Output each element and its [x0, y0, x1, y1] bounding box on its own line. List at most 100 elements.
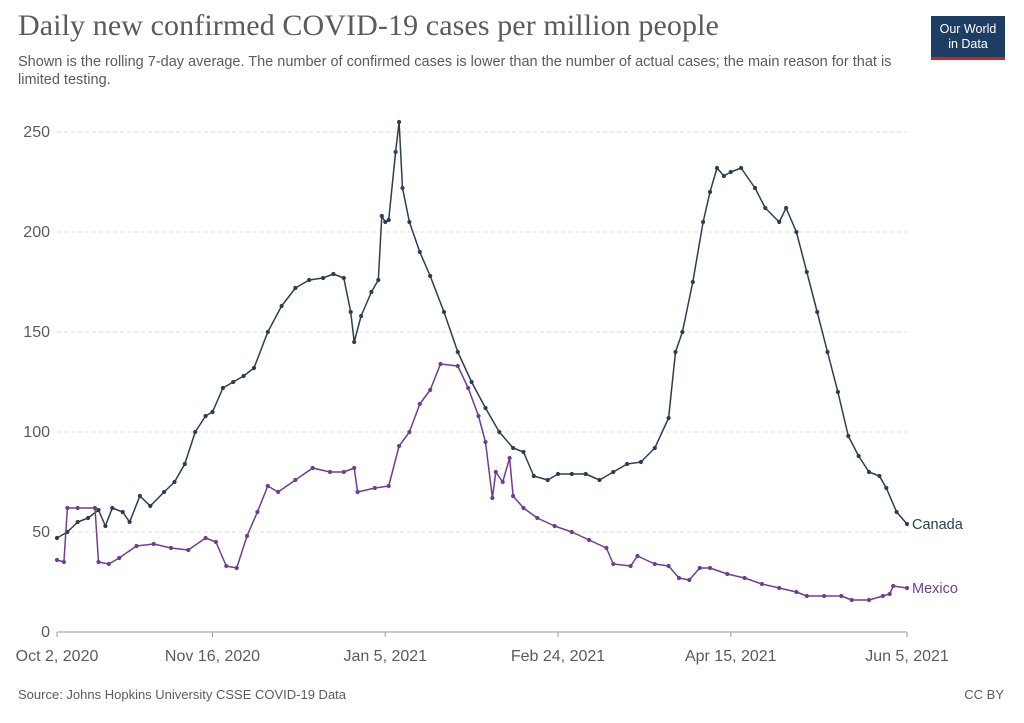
mexico-point[interactable] — [687, 577, 692, 583]
mexico-point[interactable] — [507, 455, 512, 461]
mexico-point[interactable] — [535, 515, 540, 521]
mexico-point[interactable] — [510, 493, 516, 499]
mexico-point[interactable] — [676, 575, 682, 581]
mexico-point[interactable] — [134, 543, 139, 549]
canada-point[interactable] — [182, 461, 187, 467]
canada-point[interactable] — [752, 185, 758, 191]
canada-line[interactable] — [56, 121, 908, 539]
canada-point[interactable] — [103, 523, 108, 529]
mexico-point[interactable] — [666, 563, 671, 569]
mexico-point[interactable] — [483, 439, 488, 445]
mexico-point[interactable] — [117, 555, 122, 561]
mexico-point[interactable] — [742, 575, 747, 581]
canada-point[interactable] — [251, 365, 257, 371]
mexico-point[interactable] — [490, 495, 495, 501]
canada-point[interactable] — [455, 349, 460, 355]
mexico-point[interactable] — [500, 479, 505, 485]
canada-point[interactable] — [835, 389, 841, 395]
canada-label[interactable]: Canada — [912, 517, 964, 533]
mexico-point[interactable] — [75, 505, 80, 511]
mexico-point[interactable] — [407, 429, 412, 435]
canada-point[interactable] — [86, 515, 91, 521]
canada-point[interactable] — [469, 379, 474, 385]
mexico-point[interactable] — [106, 561, 111, 567]
mexico-point[interactable] — [372, 485, 377, 491]
mexico-point[interactable] — [265, 483, 270, 489]
canada-point[interactable] — [341, 275, 346, 281]
canada-point[interactable] — [210, 409, 215, 415]
mexico-point[interactable] — [455, 363, 460, 369]
canada-point[interactable] — [825, 349, 830, 355]
canada-point[interactable] — [483, 405, 488, 411]
mexico-point[interactable] — [341, 469, 346, 475]
mexico-point[interactable] — [186, 547, 191, 553]
canada-point[interactable] — [369, 289, 374, 295]
mexico-point[interactable] — [652, 561, 657, 567]
mexico-point[interactable] — [604, 545, 609, 551]
canada-point[interactable] — [815, 309, 820, 315]
mexico-point[interactable] — [804, 593, 809, 599]
mexico-point[interactable] — [849, 597, 854, 603]
canada-point[interactable] — [407, 219, 412, 225]
mexico-point[interactable] — [61, 559, 66, 565]
mexico-point[interactable] — [203, 535, 208, 541]
mexico-point[interactable] — [213, 539, 218, 545]
license-note[interactable]: CC BY — [964, 687, 1004, 702]
canada-point[interactable] — [96, 507, 101, 513]
canada-point[interactable] — [220, 385, 225, 391]
mexico-point[interactable] — [65, 505, 70, 511]
canada-point[interactable] — [739, 165, 744, 171]
canada-point[interactable] — [386, 217, 391, 223]
mexico-point[interactable] — [327, 469, 333, 475]
mexico-point[interactable] — [866, 597, 872, 603]
canada-point[interactable] — [904, 521, 910, 527]
canada-point[interactable] — [866, 469, 872, 475]
canada-point[interactable] — [707, 189, 713, 195]
canada-point[interactable] — [148, 503, 153, 509]
mexico-point[interactable] — [397, 443, 402, 449]
mexico-point[interactable] — [224, 563, 229, 569]
canada-point[interactable] — [597, 477, 602, 483]
canada-point[interactable] — [638, 459, 644, 465]
canada-point[interactable] — [652, 445, 657, 451]
mexico-point[interactable] — [417, 401, 422, 407]
mexico-point[interactable] — [569, 529, 574, 535]
canada-point[interactable] — [856, 453, 861, 459]
mexico-point[interactable] — [293, 477, 298, 483]
mexico-label[interactable]: Mexico — [912, 581, 958, 597]
mexico-point[interactable] — [587, 537, 592, 543]
canada-point[interactable] — [673, 349, 678, 355]
canada-point[interactable] — [784, 205, 789, 211]
canada-point[interactable] — [428, 273, 433, 279]
mexico-point[interactable] — [725, 571, 730, 577]
canada-point[interactable] — [265, 329, 270, 335]
canada-point[interactable] — [877, 473, 882, 479]
canada-point[interactable] — [846, 433, 851, 439]
canada-point[interactable] — [54, 535, 60, 541]
canada-point[interactable] — [894, 509, 899, 515]
mexico-point[interactable] — [352, 465, 357, 471]
canada-point[interactable] — [763, 205, 768, 211]
canada-point[interactable] — [721, 173, 727, 179]
canada-point[interactable] — [397, 119, 402, 125]
mexico-point[interactable] — [822, 593, 827, 599]
canada-point[interactable] — [293, 285, 298, 291]
canada-point[interactable] — [804, 269, 809, 275]
canada-point[interactable] — [531, 473, 536, 479]
canada-point[interactable] — [307, 277, 312, 283]
canada-point[interactable] — [611, 469, 616, 475]
canada-point[interactable] — [75, 519, 80, 525]
mexico-point[interactable] — [466, 385, 471, 391]
canada-point[interactable] — [714, 165, 720, 171]
mexico-point[interactable] — [493, 469, 498, 475]
canada-point[interactable] — [884, 485, 889, 491]
canada-point[interactable] — [497, 429, 502, 435]
canada-point[interactable] — [794, 229, 799, 235]
mexico-point[interactable] — [707, 565, 713, 571]
mexico-point[interactable] — [276, 489, 281, 495]
canada-point[interactable] — [690, 279, 695, 285]
mexico-point[interactable] — [476, 413, 481, 419]
canada-point[interactable] — [193, 429, 198, 435]
canada-point[interactable] — [393, 149, 398, 155]
mexico-point[interactable] — [759, 581, 765, 587]
